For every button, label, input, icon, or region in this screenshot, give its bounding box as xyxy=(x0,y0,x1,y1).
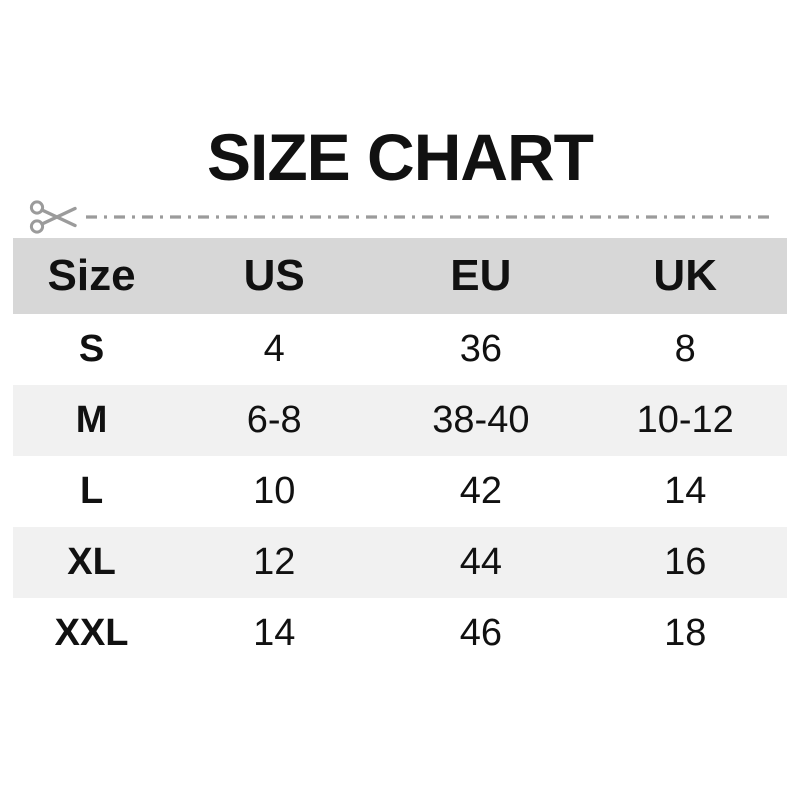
uk-cell: 18 xyxy=(664,612,707,654)
eu-cell: 42 xyxy=(459,470,502,512)
table-row-s: S 4 36 8 xyxy=(13,314,787,385)
size-cell: M xyxy=(75,399,108,441)
table-row-l: L 10 42 14 xyxy=(13,456,787,527)
size-chart-table: Size US EU UK S 4 36 8 M 6-8 38-40 10-12… xyxy=(13,238,787,669)
us-cell: 6-8 xyxy=(246,399,302,441)
header-size: Size xyxy=(47,251,136,300)
scissors-icon xyxy=(29,200,77,234)
size-cell: XL xyxy=(67,541,116,583)
header-us: US xyxy=(243,251,305,300)
table-header-row: Size US EU UK xyxy=(13,238,787,314)
eu-cell: 46 xyxy=(459,612,502,654)
cut-here-line xyxy=(0,197,800,237)
header-eu: EU xyxy=(450,251,512,300)
us-cell: 4 xyxy=(263,328,285,370)
table-row-xxl: XXL 14 46 18 xyxy=(13,598,787,669)
uk-cell: 10-12 xyxy=(636,399,734,441)
uk-cell: 14 xyxy=(664,470,707,512)
us-cell: 14 xyxy=(253,612,296,654)
us-cell: 10 xyxy=(253,470,296,512)
eu-cell: 44 xyxy=(459,541,502,583)
table-row-m: M 6-8 38-40 10-12 xyxy=(13,385,787,456)
size-cell: L xyxy=(79,470,104,512)
page-title: SIZE CHART xyxy=(207,120,594,194)
table-row-xl: XL 12 44 16 xyxy=(13,527,787,598)
us-cell: 12 xyxy=(253,541,296,583)
dashed-cut-rule xyxy=(86,215,772,219)
uk-cell: 8 xyxy=(674,328,696,370)
eu-cell: 38-40 xyxy=(432,399,530,441)
size-cell: XXL xyxy=(54,612,129,654)
eu-cell: 36 xyxy=(459,328,502,370)
uk-cell: 16 xyxy=(664,541,707,583)
header-uk: UK xyxy=(653,251,717,300)
size-cell: S xyxy=(78,328,105,370)
